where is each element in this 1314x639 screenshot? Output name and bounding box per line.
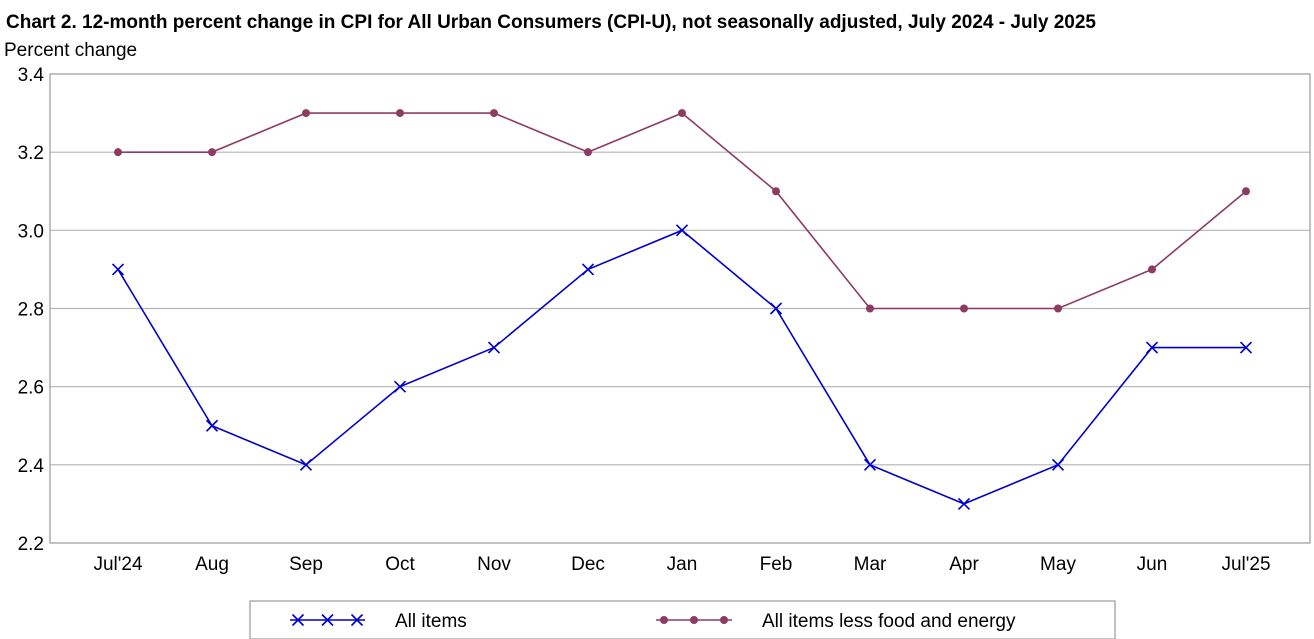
legend-item: All items less food and energy xyxy=(656,611,1016,632)
x-tick-label: Jul'25 xyxy=(1221,554,1270,575)
y-tick-label: 3.4 xyxy=(18,65,45,86)
gridlines xyxy=(50,151,1310,466)
data-point xyxy=(114,148,122,157)
data-point xyxy=(866,304,874,313)
plot-area-frame xyxy=(49,73,1311,544)
data-point xyxy=(581,263,595,276)
series-all-items xyxy=(111,224,1253,510)
x-tick-label: Apr xyxy=(949,554,979,575)
data-point xyxy=(1242,187,1250,196)
y-tick-label: 2.8 xyxy=(18,300,44,321)
x-axis-ticks: Jul'24 Aug Sep Oct Nov Dec Jan Feb Mar Apr May Jun J… xyxy=(93,554,1270,575)
data-point xyxy=(111,263,125,276)
data-point xyxy=(772,187,780,196)
data-point xyxy=(487,341,501,354)
data-point xyxy=(1145,341,1159,354)
x-tick-label: May xyxy=(1040,554,1076,575)
series-core xyxy=(114,109,1250,313)
legend-marker xyxy=(720,616,728,624)
legend-marker xyxy=(321,613,334,627)
data-point xyxy=(1051,458,1065,471)
x-tick-label: Oct xyxy=(385,554,415,575)
y-tick-label: 3.2 xyxy=(18,143,44,164)
legend-marker xyxy=(660,616,668,624)
data-point xyxy=(960,304,968,313)
data-point xyxy=(957,497,971,510)
data-point xyxy=(1148,265,1156,274)
x-tick-label: Jul'24 xyxy=(93,554,142,575)
legend-marker xyxy=(350,613,364,627)
data-point xyxy=(205,419,219,432)
data-point xyxy=(1239,341,1253,354)
series-lines xyxy=(111,109,1253,510)
series-line xyxy=(117,229,1246,505)
data-point xyxy=(584,148,592,157)
data-point xyxy=(299,458,313,471)
data-point xyxy=(396,109,404,118)
data-point xyxy=(302,109,310,118)
x-tick-label: Feb xyxy=(760,554,793,575)
series-line xyxy=(118,112,1247,310)
legend: All items All items less food and energy xyxy=(249,600,1116,639)
y-tick-label: 3.0 xyxy=(18,221,44,242)
x-tick-label: Jan xyxy=(667,554,698,575)
x-tick-label: Jun xyxy=(1137,554,1168,575)
data-point xyxy=(863,458,877,471)
legend-marker xyxy=(291,613,305,627)
y-axis-ticks: 2.2 2.4 2.6 2.8 3.0 3.2 3.4 xyxy=(18,65,45,555)
x-tick-label: Nov xyxy=(477,554,511,575)
x-tick-label: Dec xyxy=(571,554,605,575)
x-tick-label: Sep xyxy=(289,554,323,575)
legend-label: All items xyxy=(395,611,467,632)
data-point xyxy=(678,109,686,118)
data-point xyxy=(769,302,783,315)
data-point xyxy=(490,109,498,118)
data-point xyxy=(1054,304,1062,313)
data-point xyxy=(393,380,407,393)
data-point xyxy=(208,148,216,157)
legend-marker xyxy=(690,616,698,624)
x-tick-label: Aug xyxy=(195,554,229,575)
y-tick-label: 2.4 xyxy=(18,456,45,477)
legend-item: All items xyxy=(290,611,467,632)
data-point xyxy=(675,224,689,237)
y-tick-label: 2.6 xyxy=(18,378,44,399)
y-axis-label: Percent change xyxy=(4,40,137,61)
chart-title: Chart 2. 12-month percent change in CPI … xyxy=(6,12,1096,33)
legend-label: All items less food and energy xyxy=(762,611,1016,632)
x-tick-label: Mar xyxy=(854,554,887,575)
y-tick-label: 2.2 xyxy=(18,534,44,555)
